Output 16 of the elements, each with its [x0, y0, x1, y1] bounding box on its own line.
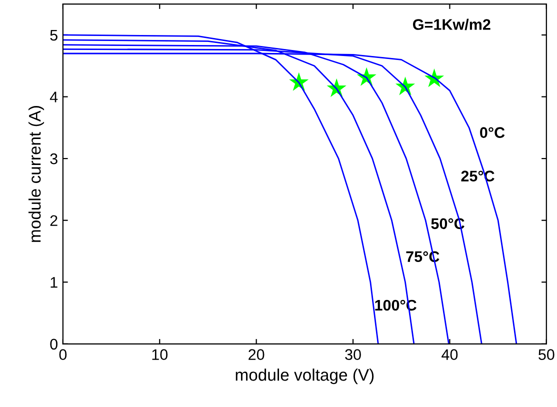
x-axis-title: module voltage (V) — [236, 368, 374, 384]
x-tick-label: 40 — [442, 349, 458, 360]
x-tick-label: 10 — [152, 349, 168, 360]
annotation: 0°C — [480, 127, 505, 138]
y-tick-label: 3 — [50, 153, 58, 164]
x-tick-label: 50 — [538, 349, 554, 360]
x-tick-label: 20 — [248, 349, 264, 360]
y-axis-title: module current (A) — [28, 106, 44, 242]
x-tick-label: 30 — [345, 349, 361, 360]
y-tick-label: 2 — [50, 215, 58, 226]
x-tick-label: 0 — [59, 349, 67, 360]
y-tick-label: 4 — [50, 92, 58, 102]
y-tick-label: 5 — [50, 30, 58, 41]
y-tick-label: 1 — [50, 277, 58, 288]
y-tick-label: 0 — [50, 338, 58, 350]
annotation: G=1Kw/m2 — [413, 18, 490, 30]
